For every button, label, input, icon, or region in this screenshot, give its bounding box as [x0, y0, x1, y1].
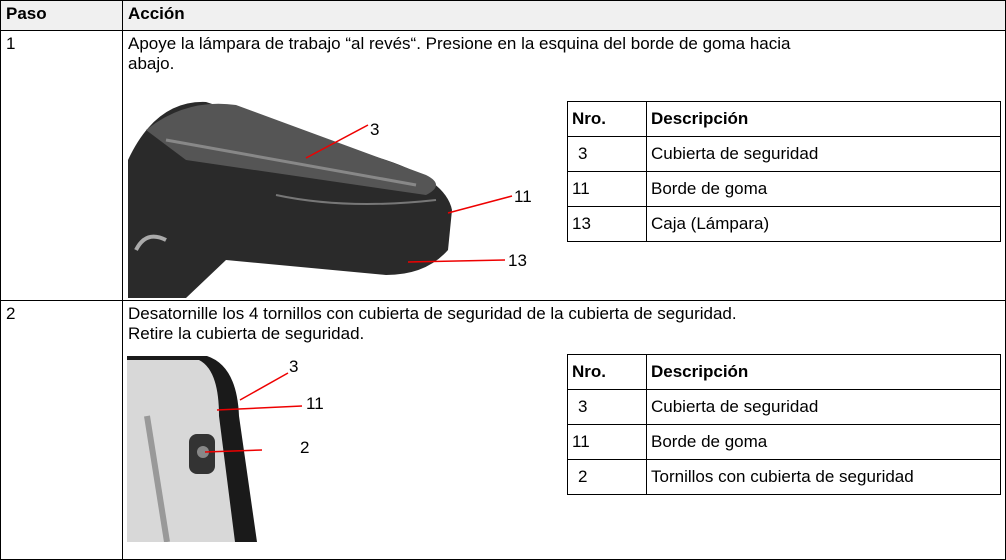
text-line: Apoye la lámpara de trabajo “al revés“. … [128, 34, 791, 53]
lamp-photo [128, 101, 452, 298]
legend-number: 11 [567, 424, 647, 460]
header-cell: Paso [0, 0, 123, 31]
legend-table: Nro. Descripción 3 Cubierta de seguridad 1… [567, 101, 1001, 242]
legend-description: Borde de goma [646, 171, 1001, 207]
callout-label: 3 [370, 120, 380, 139]
legend-number: 13 [567, 206, 647, 242]
callout-label: 2 [300, 438, 310, 457]
legend-number: 3 [567, 389, 647, 425]
legend-number: 3 [567, 136, 647, 172]
callout-label: 11 [514, 187, 532, 206]
legend-description: Borde de goma [646, 424, 1001, 460]
callout-lines [305, 124, 513, 263]
cover-photo [127, 356, 257, 542]
legend-description: Tornillos con cubierta de seguridad [646, 459, 1001, 495]
legend-number: 2 [567, 459, 647, 495]
callout-label: 3 [289, 357, 299, 376]
callout-lines [204, 372, 303, 453]
legend-header: Nro. [567, 354, 647, 390]
action-cell: Desatornille los 4 tornillos con cubiert… [122, 300, 1006, 560]
legend-header: Nro. [567, 101, 647, 137]
callout-label: 11 [306, 394, 324, 413]
legend-description: Cubierta de seguridad [646, 389, 1001, 425]
text-line: Desatornille los 4 tornillos con cubiert… [128, 304, 737, 323]
legend-table: Nro. Descripción 3 Cubierta de seguridad 1… [567, 354, 1001, 495]
legend-header: Descripción [646, 354, 1001, 390]
legend-header: Descripción [646, 101, 1001, 137]
legend-number: 11 [567, 171, 647, 207]
text-line: abajo. [128, 54, 175, 73]
callout-label: 13 [508, 251, 527, 270]
legend-description: Cubierta de seguridad [646, 136, 1001, 172]
text-line: Retire la cubierta de seguridad. [128, 324, 365, 343]
legend-description: Caja (Lámpara) [646, 206, 1001, 242]
